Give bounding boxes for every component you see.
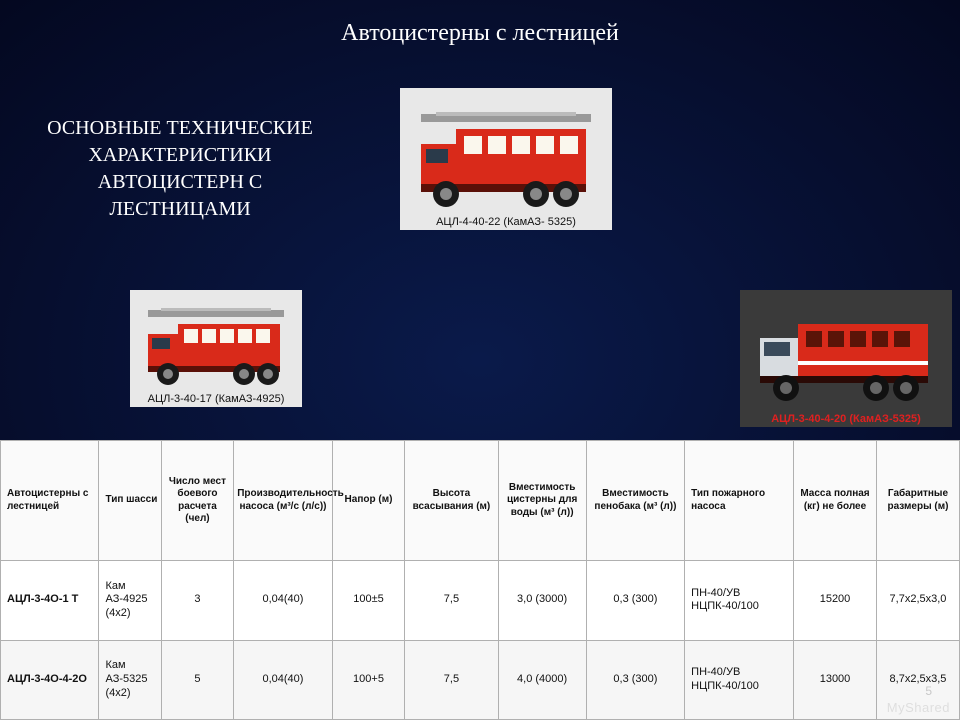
cell: 0,04(40) [234,561,332,641]
cell: 4,0 (4000) [498,640,586,720]
specs-table-container: Автоцистерны с лестницей Тип шасси Число… [0,440,960,720]
truck-caption-2: АЦЛ-3-40-17 (КамАЗ-4925) [136,393,296,405]
cell: 0,3 (300) [586,561,684,641]
fire-truck-icon [406,94,606,214]
page-number: 5 [925,684,932,698]
cell: 100±5 [332,561,405,641]
fire-truck-icon [136,296,296,391]
cell: 3 [161,561,234,641]
cell: 13000 [794,640,877,720]
cell: АЦЛ-3-4О-1 Т [1,561,99,641]
truck-image-3: АЦЛ-3-40-4-20 (КамАЗ-5325) [740,290,952,427]
col-header: Производительность насоса (м³/с (л/с)) [234,441,332,561]
col-header: Автоцистерны с лестницей [1,441,99,561]
col-header: Габаритные размеры (м) [876,441,959,561]
cell: 7,7х2,5х3,0 [876,561,959,641]
cell: 0,3 (300) [586,640,684,720]
subtitle: ОСНОВНЫЕ ТЕХНИЧЕСКИЕ ХАРАКТЕРИСТИКИ АВТО… [40,115,320,223]
cell: АЦЛ-3-4О-4-2О [1,640,99,720]
cell: 0,04(40) [234,640,332,720]
truck-caption-1: АЦЛ-4-40-22 (КамАЗ- 5325) [406,216,606,228]
cell: 15200 [794,561,877,641]
cell: ПН-40/УВ НЦПК-40/100 [685,640,794,720]
col-header: Масса полная (кг) не более [794,441,877,561]
cell: 100+5 [332,640,405,720]
table-header-row: Автоцистерны с лестницей Тип шасси Число… [1,441,960,561]
fire-truck-icon [746,296,946,411]
specs-table: Автоцистерны с лестницей Тип шасси Число… [0,440,960,720]
col-header: Тип шасси [99,441,161,561]
cell: 7,5 [405,640,498,720]
truck-image-2: АЦЛ-3-40-17 (КамАЗ-4925) [130,290,302,407]
cell: ПН-40/УВ НЦПК-40/100 [685,561,794,641]
truck-caption-3: АЦЛ-3-40-4-20 (КамАЗ-5325) [746,413,946,425]
table-row: АЦЛ-3-4О-1 Т Кам АЗ-4925 (4х2) 3 0,04(40… [1,561,960,641]
truck-image-1: АЦЛ-4-40-22 (КамАЗ- 5325) [400,88,612,230]
col-header: Вместимость пенобака (м³ (л)) [586,441,684,561]
cell: 5 [161,640,234,720]
watermark: MyShared [887,700,950,715]
cell: 7,5 [405,561,498,641]
cell: Кам АЗ-4925 (4х2) [99,561,161,641]
table-row: АЦЛ-3-4О-4-2О Кам АЗ-5325 (4х2) 5 0,04(4… [1,640,960,720]
col-header: Вместимость цистерны для воды (м³ (л)) [498,441,586,561]
cell: 3,0 (3000) [498,561,586,641]
col-header: Тип пожарного насоса [685,441,794,561]
col-header: Высота всасывания (м) [405,441,498,561]
cell: Кам АЗ-5325 (4х2) [99,640,161,720]
page-title: Автоцистерны с лестницей [341,20,619,47]
col-header: Напор (м) [332,441,405,561]
col-header: Число мест боевого расчета (чел) [161,441,234,561]
